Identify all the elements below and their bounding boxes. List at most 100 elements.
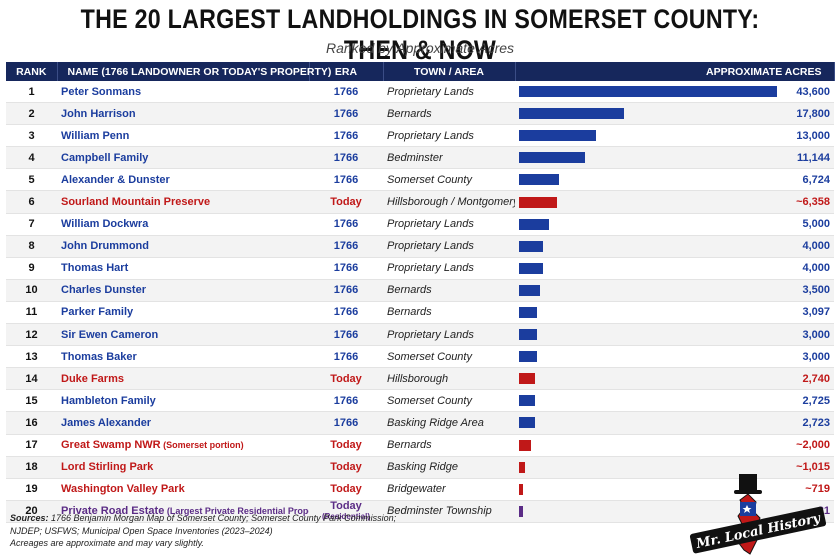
landholding-name: Thomas Baker: [61, 350, 137, 363]
town-cell: Bernards: [383, 301, 515, 325]
acres-header: APPROXIMATE ACRES: [515, 62, 835, 81]
mr-local-history-logo: Mr. Local History: [689, 474, 827, 555]
rank-cell: 1: [6, 81, 57, 104]
name-cell: Thomas Baker: [57, 345, 309, 369]
town-cell: Bedminster: [383, 146, 515, 170]
acres-value: 3,000: [777, 345, 835, 369]
table-row: 4 Campbell Family 1766 Bedminster 11,144: [6, 146, 835, 170]
name-cell: William Penn: [57, 124, 309, 148]
era-cell: 1766: [309, 102, 383, 126]
acres-bar: [519, 351, 537, 363]
name-cell: James Alexander: [57, 411, 309, 435]
acres-bar: [519, 108, 624, 120]
name-cell: Washington Valley Park: [57, 478, 309, 501]
era-note: (Residential): [321, 512, 370, 522]
era-cell: Today (Residential): [309, 500, 383, 523]
acres-value: 5,000: [777, 213, 835, 236]
landholdings-table: RANK NAME (1766 LANDOWNER OR TODAY'S PRO…: [6, 62, 835, 523]
rank-cell: 3: [6, 124, 57, 148]
acres-value: 3,097: [777, 301, 835, 325]
era-cell: 1766: [309, 301, 383, 325]
town-cell: Basking Ridge Area: [383, 411, 515, 435]
acres-value: 2,725: [777, 389, 835, 413]
name-cell: Peter Sonmans: [57, 81, 309, 104]
acres-value: 2,723: [777, 411, 835, 435]
era-cell: 1766: [309, 168, 383, 192]
rank-cell: 11: [6, 301, 57, 325]
landholding-name: Great Swamp NWR: [61, 439, 161, 452]
rank-cell: 2: [6, 102, 57, 126]
era-cell: Today: [309, 434, 383, 457]
landholding-name: Private Road Estate: [61, 505, 165, 518]
table-row: 19 Washington Valley Park Today Bridgewater…: [6, 478, 835, 501]
bar-cell: [515, 146, 777, 170]
landholding-name: Charles Dunster: [61, 284, 146, 297]
landholding-name: Lord Stirling Park: [61, 461, 154, 474]
rank-cell: 18: [6, 456, 57, 479]
era-cell: 1766: [309, 124, 383, 148]
table-row: 16 James Alexander 1766 Basking Ridge Area 2…: [6, 411, 835, 435]
landholding-name: William Dockwra: [61, 218, 149, 231]
bar-cell: [515, 367, 777, 391]
rank-cell: 12: [6, 323, 57, 347]
town-cell: Bridgewater: [383, 478, 515, 501]
bar-cell: [515, 434, 777, 457]
bar-cell: [515, 500, 777, 523]
landholding-name: Campbell Family: [61, 151, 149, 164]
table-row: 10 Charles Dunster 1766 Bernards 3,500: [6, 279, 835, 302]
name-cell: John Drummond: [57, 235, 309, 258]
bar-cell: [515, 257, 777, 280]
name-note: (Largest Private Residential Property): [166, 506, 309, 517]
table-row: 8 John Drummond 1766 Proprietary Lands 4,000: [6, 235, 835, 258]
rank-header: RANK: [6, 62, 58, 81]
bar-cell: [515, 213, 777, 236]
name-cell: William Dockwra: [57, 213, 309, 236]
acres-value: 3,000: [777, 323, 835, 347]
acres-bar: [519, 373, 535, 385]
bar-cell: [515, 411, 777, 435]
town-cell: Proprietary Lands: [383, 81, 515, 104]
acres-bar: [519, 152, 585, 164]
acres-value: ~719: [777, 478, 835, 501]
table-row: 5 Alexander & Dunster 1766 Somerset County 6…: [6, 168, 835, 192]
name-cell: Lord Stirling Park: [57, 456, 309, 479]
table-row: 11 Parker Family 1766 Bernards 3,097: [6, 301, 835, 325]
acres-bar: [519, 439, 531, 451]
table-row: 12 Sir Ewen Cameron 1766 Proprietary Lands 3…: [6, 323, 835, 347]
rank-cell: 8: [6, 235, 57, 258]
sources-line-1: Sources: 1766 Benjamin Morgan Map of Som…: [10, 513, 397, 523]
sources-text-1: 1766 Benjamin Morgan Map of Somerset Cou…: [48, 513, 397, 523]
table-row: 6 Sourland Mountain Preserve Today Hillsbor…: [6, 190, 835, 214]
sources-line-2: NJDEP; USFWS; Municipal Open Space Inven…: [10, 525, 273, 536]
acres-value: 4,000: [777, 257, 835, 280]
town-cell: Bedminster Township: [383, 500, 515, 523]
town-cell: Proprietary Lands: [383, 257, 515, 280]
town-cell: Proprietary Lands: [383, 213, 515, 236]
name-cell: Campbell Family: [57, 146, 309, 170]
landholding-name: John Drummond: [61, 240, 149, 253]
bar-cell: [515, 81, 777, 104]
rank-cell: 17: [6, 434, 57, 457]
town-cell: Somerset County: [383, 345, 515, 369]
town-cell: Hillsborough / Montgomery: [383, 190, 515, 214]
bar-cell: [515, 345, 777, 369]
bar-cell: [515, 102, 777, 126]
bar-cell: [515, 279, 777, 302]
town-cell: Hillsborough: [383, 367, 515, 391]
rank-cell: 5: [6, 168, 57, 192]
name-header: NAME (1766 LANDOWNER OR TODAY'S PROPERTY…: [57, 62, 331, 81]
town-cell: Bernards: [383, 279, 515, 302]
landholding-name: Parker Family: [61, 306, 134, 319]
acres-value: 17,800: [777, 102, 835, 126]
rank-cell: 7: [6, 213, 57, 236]
landholding-name: James Alexander: [61, 416, 152, 429]
acres-bar: [519, 130, 596, 142]
acres-bar: [519, 284, 540, 296]
acres-value: 11,144: [777, 146, 835, 170]
landholding-name: Sir Ewen Cameron: [61, 328, 159, 341]
era-cell: 1766: [309, 257, 383, 280]
town-cell: Proprietary Lands: [383, 235, 515, 258]
name-cell: John Harrison: [57, 102, 309, 126]
table-row: 14 Duke Farms Today Hillsborough 2,740: [6, 367, 835, 391]
era-header: ERA: [309, 62, 384, 81]
